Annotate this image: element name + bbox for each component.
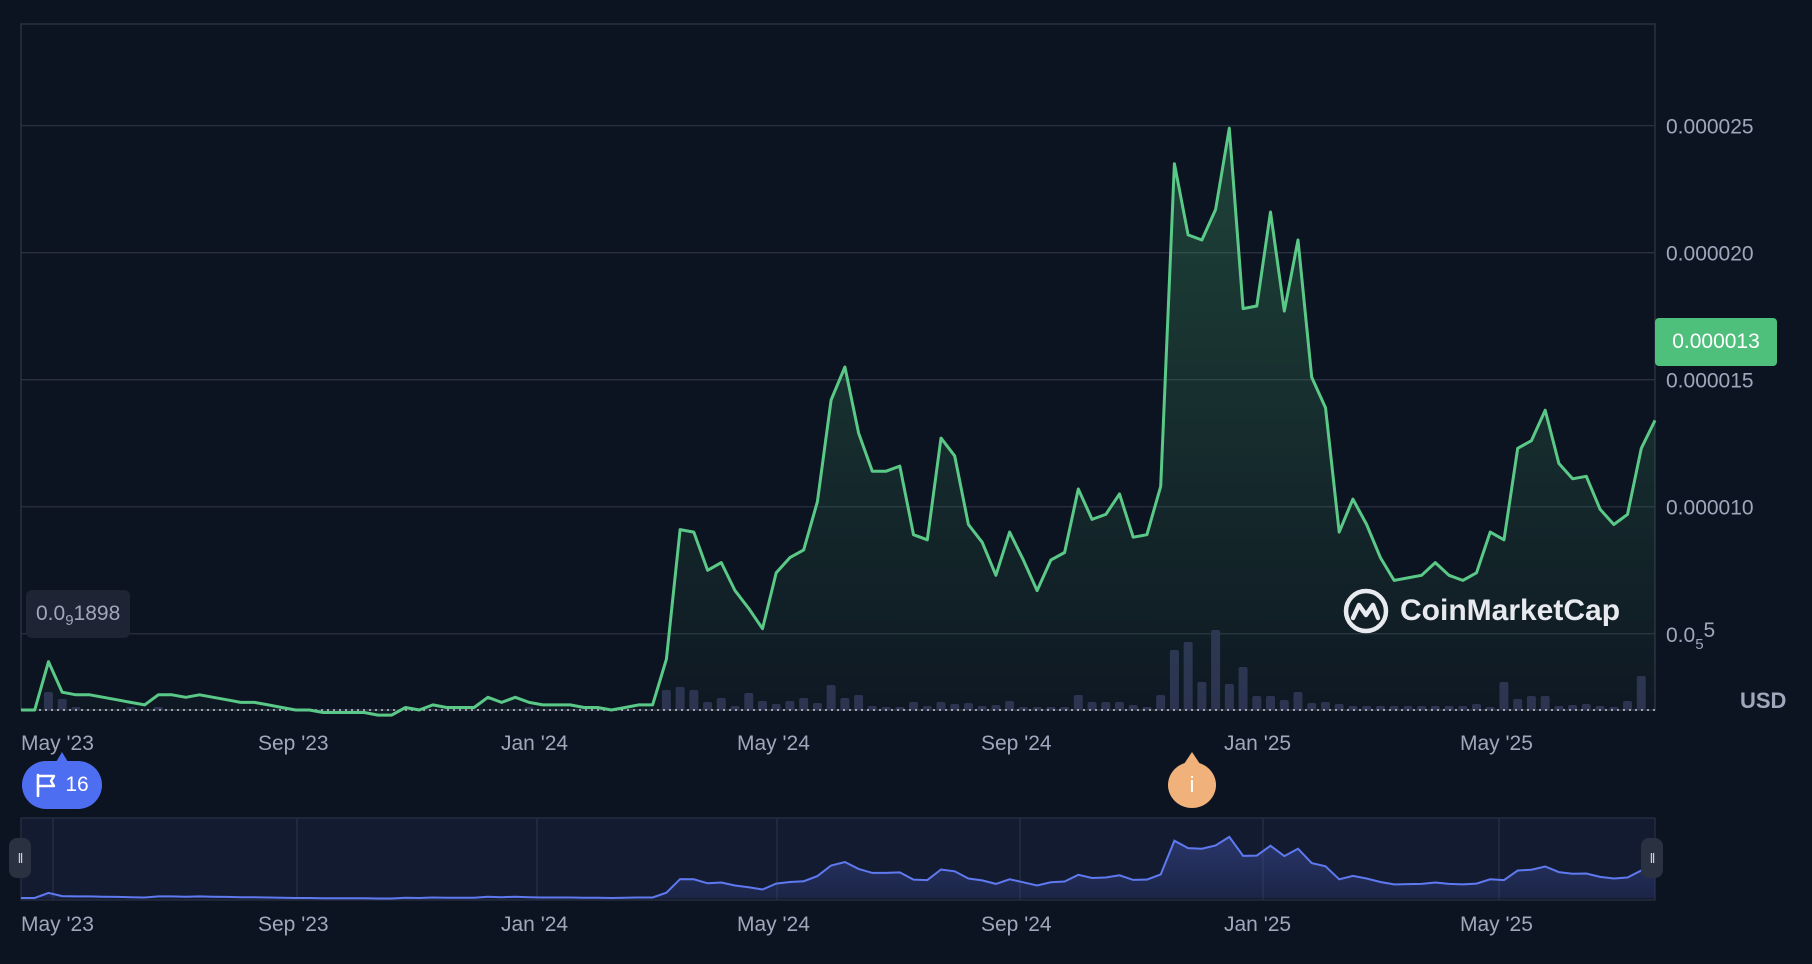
y-axis-labels: 0.055 0.000010 0.000015 0.000020 0.000025 <box>1666 116 1754 653</box>
navigator-x-labels: May '23 Sep '23 Jan '24 May '24 Sep '24 Jan '… <box>21 913 1533 936</box>
y-tick-label: 0.000025 <box>1666 116 1754 139</box>
price-line <box>21 126 1657 717</box>
x-tick-label: Sep '23 <box>258 732 329 755</box>
y-tick-label: 0.000020 <box>1666 243 1754 266</box>
navigator-left-handle[interactable]: ll <box>9 838 31 878</box>
x-tick-label: Jan '25 <box>1224 732 1291 755</box>
low-price-prefix: 0.0 <box>36 602 66 625</box>
y-tick-label: 0.000010 <box>1666 497 1754 520</box>
flag-count: 16 <box>65 773 89 796</box>
current-price-badge: 0.000013 <box>1655 318 1777 366</box>
navigator-x-tick-label: Sep '24 <box>981 913 1052 936</box>
navigator-grid <box>52 818 1500 900</box>
x-tick-label: Sep '24 <box>981 732 1052 755</box>
navigator-line <box>21 835 1656 900</box>
navigator-area <box>21 836 1655 899</box>
x-tick-label: May '23 <box>21 732 94 755</box>
navigator-x-tick-label: Sep '23 <box>258 913 329 936</box>
x-tick-label: May '24 <box>737 732 810 755</box>
y-tick-label: 0.000015 <box>1666 370 1754 393</box>
events-flag-button[interactable]: 16 <box>22 752 102 809</box>
coinmarketcap-logo-icon <box>1343 588 1389 634</box>
navigator-x-tick-label: Jan '25 <box>1224 913 1291 936</box>
y-tick-label: 0.055 <box>1666 619 1715 653</box>
brand-name: CoinMarketCap <box>1400 594 1621 627</box>
price-area-fill <box>21 128 1655 716</box>
low-price-sub: 9 <box>65 612 74 630</box>
navigator-right-handle[interactable]: ll <box>1641 838 1663 878</box>
brand-watermark: CoinMarketCap <box>1342 587 1620 635</box>
navigator-x-tick-label: May '24 <box>737 913 810 936</box>
x-tick-label: Jan '24 <box>501 732 568 755</box>
navigator-x-tick-label: May '23 <box>21 913 94 936</box>
flag-icon <box>37 773 56 797</box>
low-price-badge: 0.091898 <box>26 590 131 638</box>
info-event-button[interactable]: i <box>1168 752 1216 808</box>
navigator-x-tick-label: May '25 <box>1460 913 1533 936</box>
navigator-x-tick-label: Jan '24 <box>501 913 568 936</box>
currency-label: USD <box>1740 688 1787 713</box>
low-price-rest: 1898 <box>73 602 121 625</box>
info-label: i <box>1189 772 1195 797</box>
x-tick-label: May '25 <box>1460 732 1533 755</box>
x-axis-labels: May '23 Sep '23 Jan '24 May '24 Sep '24 Jan '… <box>21 732 1533 755</box>
